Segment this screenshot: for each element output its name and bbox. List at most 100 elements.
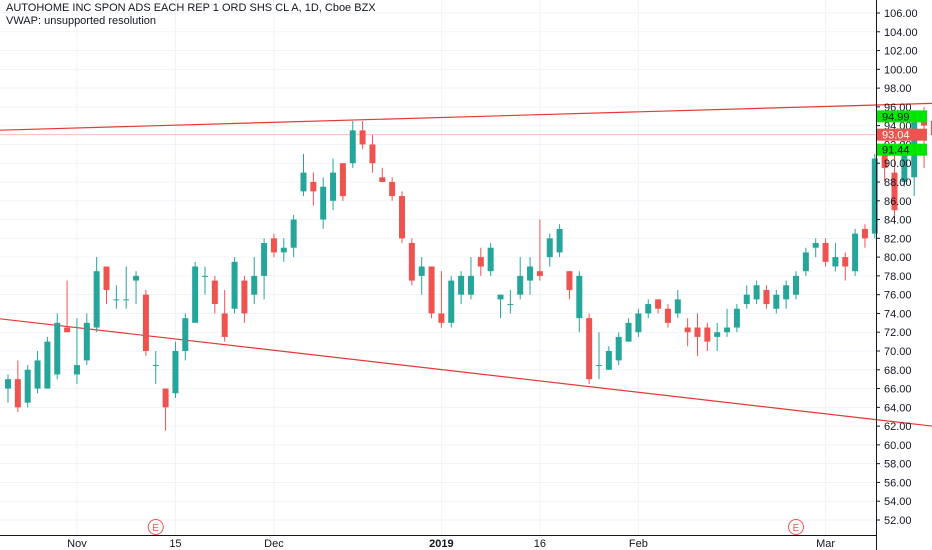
candle-down (64, 327, 71, 333)
candle-up (783, 285, 790, 300)
price-tick-label: 60.00 (884, 440, 912, 452)
candle-down (586, 318, 593, 380)
price-tick-label: 70.00 (884, 346, 912, 358)
price-tick-label: 100.00 (884, 64, 918, 76)
price-tick-label: 102.00 (884, 46, 918, 58)
candle-up (123, 299, 130, 301)
candle-up (330, 172, 337, 201)
candle-up (733, 308, 740, 328)
candle-up (5, 379, 11, 389)
candle-up (546, 238, 553, 258)
price-tick-label: 66.00 (884, 384, 912, 396)
candle-up (724, 327, 731, 333)
candle-up (320, 186, 327, 220)
candle-up (231, 261, 238, 309)
candle-up (625, 322, 632, 342)
candle-up (24, 369, 31, 403)
vwap-indicator-label: VWAP: unsupported resolution (6, 15, 157, 27)
candle-up (54, 322, 61, 375)
candle-down (684, 327, 691, 333)
candle-down (241, 280, 248, 314)
candle-down (536, 271, 543, 276)
price-tick-label: 58.00 (884, 459, 912, 471)
candle-down (103, 266, 110, 290)
candle-up (605, 351, 612, 370)
candle-down (14, 379, 21, 408)
candle-down (142, 294, 149, 351)
candle-up (753, 285, 760, 300)
price-tick-label: 106.00 (884, 8, 918, 20)
price-tick-label: 56.00 (884, 477, 912, 489)
last-price-label-bg (877, 128, 927, 141)
candle-down (822, 243, 829, 262)
price-tick-label: 62.00 (884, 421, 912, 433)
candle-down (211, 280, 218, 305)
candle-up (467, 275, 474, 295)
candle-up (448, 280, 455, 323)
level-price-label-bg (877, 143, 927, 156)
candle-down (399, 196, 405, 239)
trendlines (0, 102, 932, 427)
candle-down (369, 144, 376, 164)
price-tick-label: 84.00 (884, 215, 912, 227)
price-tick-label: 64.00 (884, 402, 912, 414)
candle-down (379, 177, 386, 182)
candle-down (428, 266, 435, 314)
candle-down (339, 163, 346, 197)
candle-down (162, 388, 169, 408)
price-labels: 94.99 91.44 93.04 (877, 110, 927, 157)
candle-down (408, 243, 415, 281)
candle-up (576, 275, 583, 319)
candle-up (44, 341, 51, 389)
candle-up (556, 228, 563, 253)
candle-up (527, 266, 534, 281)
candle-down (930, 120, 932, 136)
candle-up (34, 360, 41, 389)
candle-up (113, 299, 120, 301)
candle-up (418, 266, 425, 276)
trendline-lower (0, 318, 932, 427)
candle-up (645, 304, 652, 314)
time-tick-label: Nov (67, 538, 87, 550)
earnings-marker-icon[interactable] (788, 519, 804, 535)
candle-up (871, 158, 878, 234)
candle-up (596, 365, 602, 367)
time-tick-label: Mar (816, 538, 835, 550)
candle-down (763, 289, 770, 305)
price-tick-label: 72.00 (884, 327, 912, 339)
price-tick-label: 80.00 (884, 252, 912, 264)
chart-title: AUTOHOME INC SPON ADS EACH REP 1 ORD SHS… (6, 2, 376, 14)
candle-up (202, 275, 208, 277)
candle-up (133, 275, 140, 281)
candle-down (704, 327, 711, 342)
candle-down (438, 313, 445, 323)
candle-up (852, 233, 859, 272)
candle-up (182, 318, 189, 351)
level-price-label: 94.99 (882, 111, 910, 123)
price-tick-label: 88.00 (884, 177, 912, 189)
level-price-label-bg (877, 110, 927, 123)
price-tick-label: 98.00 (884, 83, 912, 95)
candle-up (152, 365, 159, 367)
candle-down (891, 172, 898, 211)
price-tick-label: 52.00 (884, 515, 912, 527)
candle-up (497, 294, 504, 300)
candle-up (743, 294, 750, 305)
price-tick-label: 76.00 (884, 290, 912, 302)
earnings-marker-icon[interactable] (147, 519, 164, 535)
candle-up (251, 275, 258, 295)
price-tick-label: 82.00 (884, 233, 912, 245)
candle-up (83, 322, 90, 361)
price-tick-label: 74.00 (884, 308, 912, 320)
time-tick-label: 16 (534, 538, 546, 550)
candle-up (635, 313, 642, 333)
price-axis[interactable]: 52.00 54.00 56.00 58.00 60.00 62.00 64.00 66.00… (876, 8, 918, 527)
time-tick-label: 15 (169, 538, 181, 550)
price-tick-label: 78.00 (884, 271, 912, 283)
trendline-upper (0, 102, 932, 131)
price-tick-label: 54.00 (884, 496, 912, 508)
time-axis[interactable]: Nov 15 Dec 2019 16 Feb Mar (67, 538, 835, 550)
candle-up (812, 243, 819, 248)
